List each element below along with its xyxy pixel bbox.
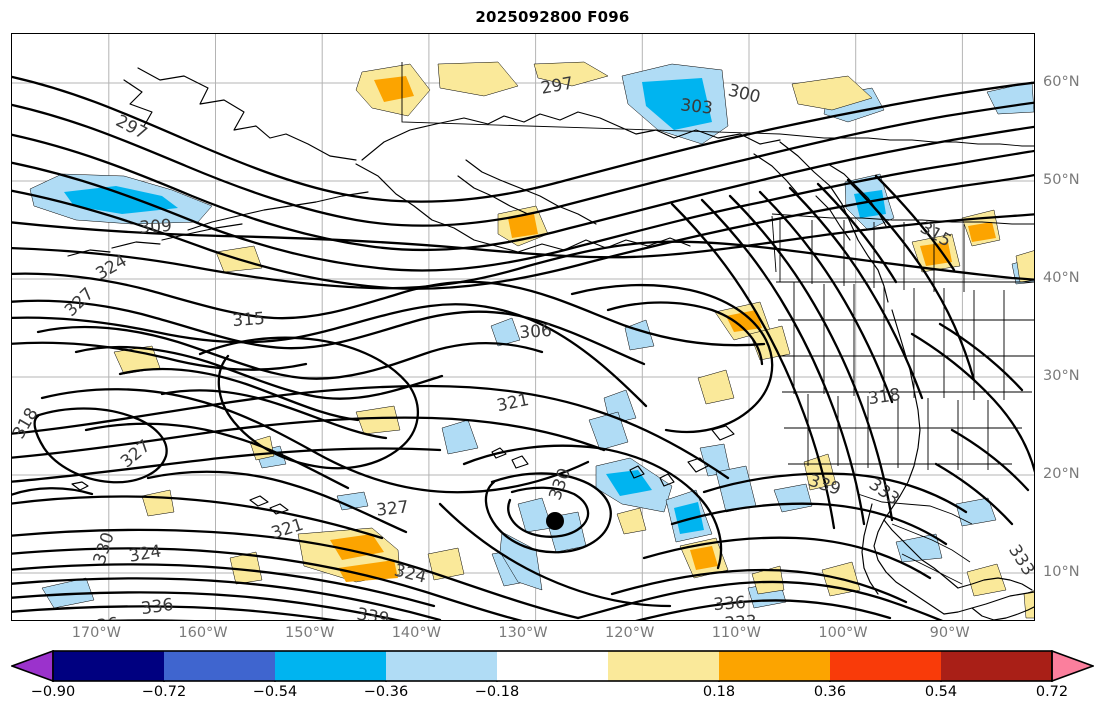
x-tick-label: 160°W [178, 625, 228, 641]
colorbar-cell [497, 651, 609, 681]
y-tick-label: 10°N [1043, 564, 1080, 580]
colorbar-cell [608, 651, 720, 681]
contour-label: 339 [355, 604, 390, 620]
contour-label: 306 [519, 321, 553, 343]
contour-lines [12, 75, 1034, 620]
colorbar-tick-label: −0.18 [474, 684, 520, 700]
contour-label: 303 [679, 95, 713, 118]
contour-label: 330 [90, 530, 119, 567]
contour-label: 333 [1004, 541, 1034, 579]
contour-label: 333 [865, 474, 903, 509]
x-tick-label: 90°W [929, 625, 970, 641]
colorbar-cells [11, 650, 1094, 682]
colorbar-cell [275, 651, 387, 681]
contour-label: 336 [140, 595, 175, 619]
y-tick-label: 50°N [1043, 172, 1080, 188]
contour-label: 315 [232, 309, 266, 331]
colorbar-cell [386, 651, 498, 681]
colorbar-tick-label: −0.54 [252, 684, 298, 700]
colorbar-svg[interactable] [11, 650, 1094, 682]
colorbar-tick-label: 0.36 [813, 684, 847, 700]
map-clip: 297 297 300 303 309 324 327 315 306 315 315 318 318 3… [12, 34, 1034, 620]
y-tick-label: 40°N [1043, 270, 1080, 286]
contour-label: 300 [726, 81, 762, 108]
colorbar-tick-label: 0.72 [1035, 684, 1069, 700]
colorbar-cell [719, 651, 831, 681]
x-tick-label: 100°W [818, 625, 868, 641]
contour-label: 297 [539, 73, 574, 98]
point-markers [546, 512, 564, 530]
y-tick-label: 60°N [1043, 74, 1080, 90]
contour-label: 333 [724, 612, 758, 620]
contour-label: 321 [495, 390, 531, 416]
x-tick-label: 140°W [391, 625, 441, 641]
map-marker-cyclone-center [546, 512, 564, 530]
contour-label: 327 [61, 284, 98, 321]
x-tick-label: 120°W [605, 625, 655, 641]
colorbar[interactable] [11, 650, 1094, 682]
colorbar-tick-label: 0.18 [702, 684, 736, 700]
colorbar-tick-label: 0.54 [924, 684, 958, 700]
political-borders [401, 62, 1034, 585]
colorbar-tick-marks [52, 681, 1053, 682]
y-tick-label: 30°N [1043, 368, 1080, 384]
colorbar-extend-max [1051, 650, 1094, 682]
contour-label: 336 [713, 593, 747, 615]
contour-label: 327 [375, 497, 409, 520]
colorbar-cell [830, 651, 942, 681]
contour-label: 324 [127, 541, 162, 566]
y-tick-label: 20°N [1043, 466, 1080, 482]
anomaly-shading [29, 61, 1034, 619]
colorbar-tick-label: −0.36 [363, 684, 409, 700]
colorbar-cell [164, 651, 276, 681]
x-tick-label: 170°W [71, 625, 121, 641]
x-tick-label: 130°W [498, 625, 548, 641]
colorbar-tick-labels: −0.90 −0.72 −0.54 −0.36 −0.18 0.18 0.36 0.54 0.7… [11, 684, 1094, 708]
map-plot-area[interactable]: 297 297 300 303 309 324 327 315 306 315 315 318 318 3… [11, 33, 1035, 621]
colorbar-tick-label: −0.72 [141, 684, 187, 700]
colorbar-tick-label: −0.90 [30, 684, 76, 700]
colorbar-cell [941, 651, 1053, 681]
contour-label: 309 [139, 216, 173, 238]
contour-label: 330 [545, 466, 575, 503]
figure-title: 2025092800 F096 [475, 8, 630, 26]
colorbar-extend-min [11, 650, 54, 682]
contour-label: 318 [867, 385, 902, 409]
x-tick-label: 110°W [711, 625, 761, 641]
contour-label: 315 [1032, 75, 1034, 107]
coastlines [67, 67, 1034, 620]
colorbar-outline [52, 650, 1053, 682]
colorbar-cell [53, 651, 165, 681]
contour-label: 336 [85, 614, 120, 620]
x-tick-label: 150°W [285, 625, 335, 641]
